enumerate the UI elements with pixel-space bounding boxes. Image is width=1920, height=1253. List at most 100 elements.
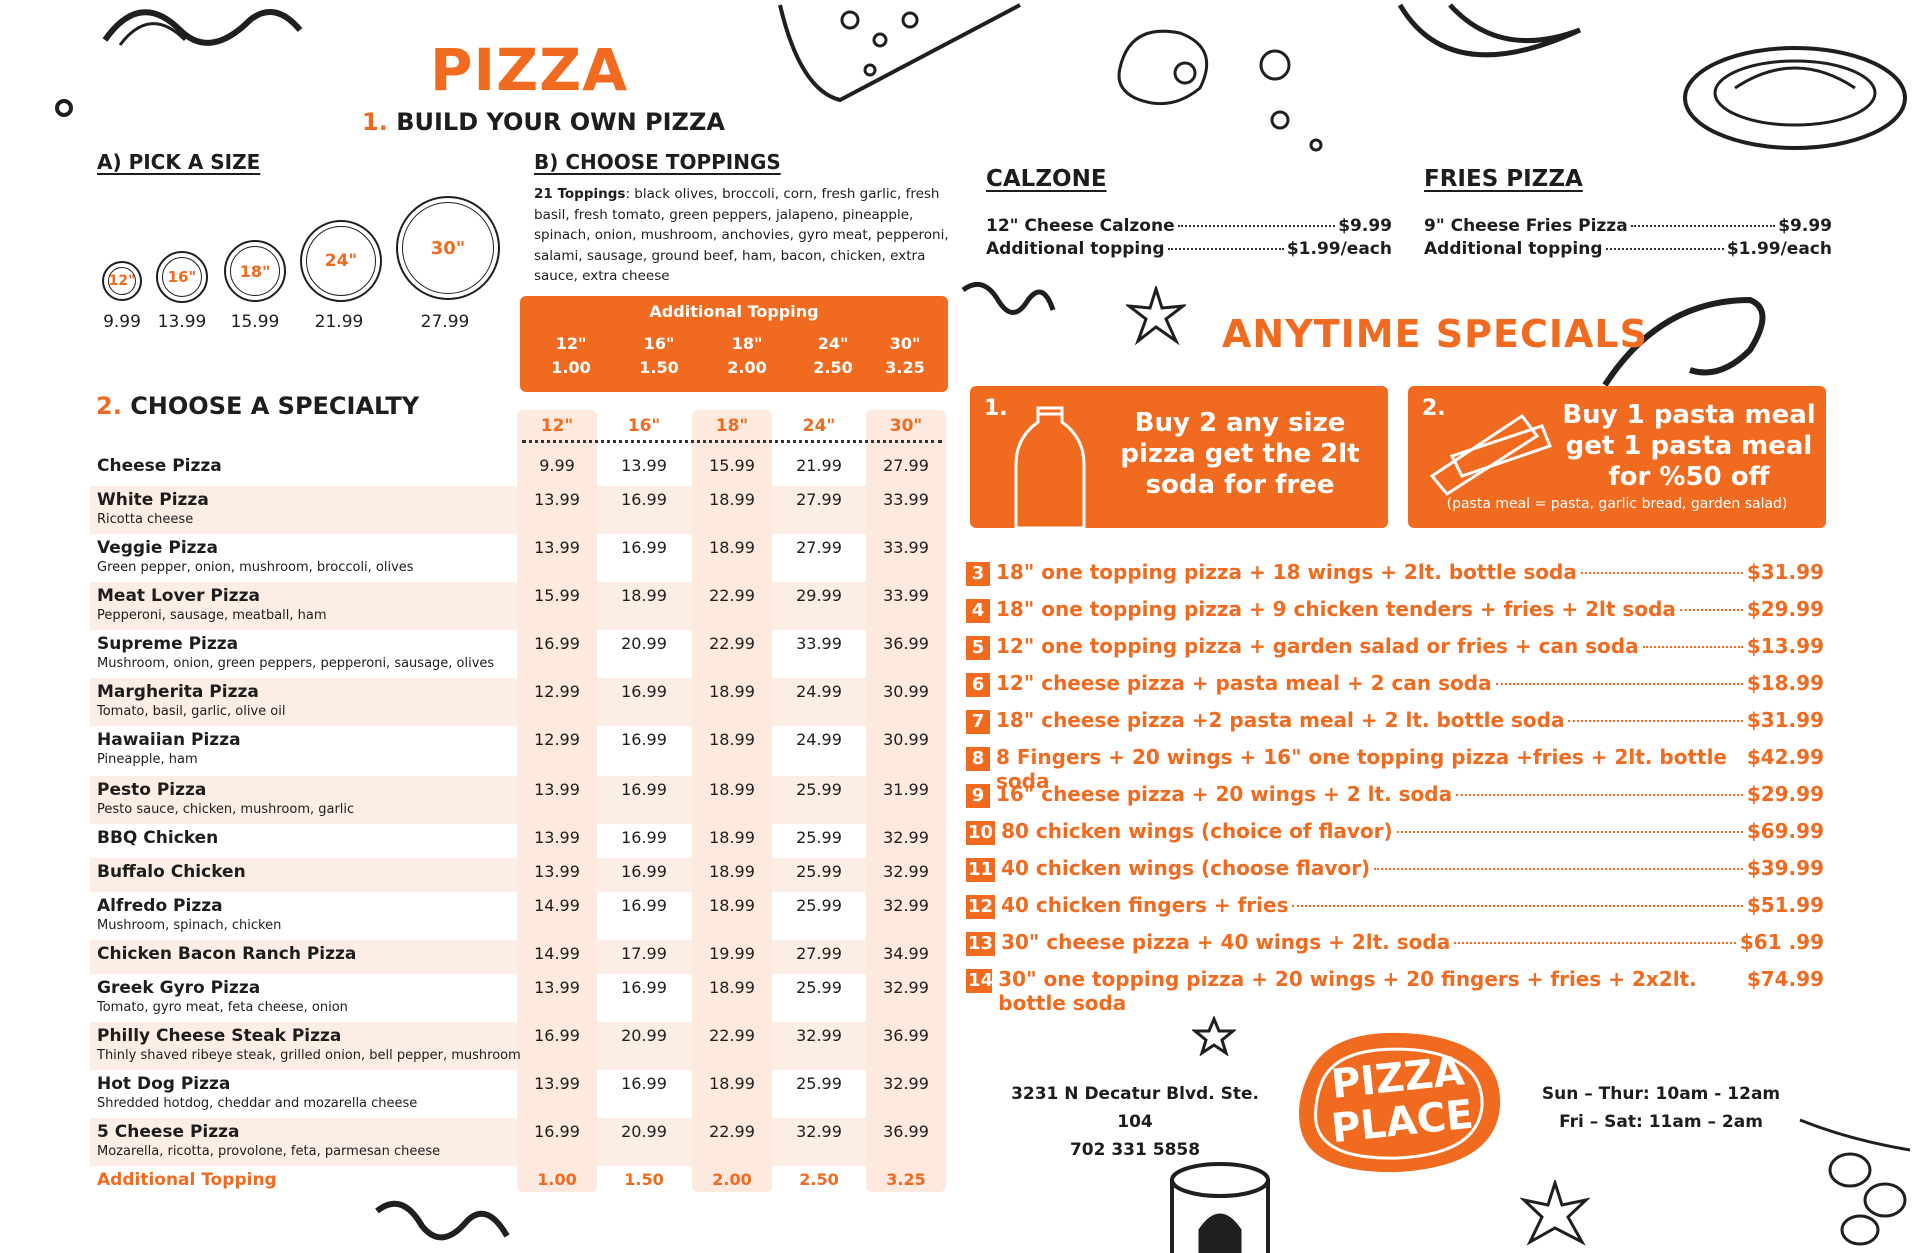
pizza-name: Veggie Pizza bbox=[97, 538, 218, 558]
olive-doodle-icon bbox=[1259, 49, 1323, 152]
price-cell: 16.99 bbox=[621, 682, 667, 701]
price-cell: 32.99 bbox=[883, 828, 929, 847]
price-cell: 27.99 bbox=[883, 456, 929, 475]
pizza-description: Pineapple, ham bbox=[97, 752, 198, 767]
pasta-penne-icon bbox=[1429, 413, 1552, 496]
price-cell: 16.99 bbox=[534, 1122, 580, 1141]
deal-number: 8 bbox=[966, 747, 990, 771]
price-cell: 27.99 bbox=[796, 538, 842, 557]
price-cell: 20.99 bbox=[621, 634, 667, 653]
moon-doodle-icon bbox=[1397, 3, 1582, 58]
price-cell: 25.99 bbox=[796, 828, 842, 847]
column-header: 24" bbox=[802, 416, 836, 436]
deal-text: 18" one topping pizza + 9 chicken tender… bbox=[996, 597, 1676, 621]
column-header: 30" bbox=[889, 416, 923, 436]
pizza-description: Green pepper, onion, mushroom, broccoli,… bbox=[97, 560, 414, 575]
column-stripe-12 bbox=[517, 410, 597, 1192]
special-deal-line: 7 18" cheese pizza +2 pasta meal + 2 lt. … bbox=[966, 708, 1824, 734]
size-16-circle: 16" bbox=[156, 251, 208, 303]
deal-text: 30" cheese pizza + 40 wings + 2lt. soda bbox=[1001, 930, 1451, 954]
deal-text: 12" cheese pizza + pasta meal + 2 can so… bbox=[996, 671, 1492, 695]
pizza-name: Pesto Pizza bbox=[97, 780, 207, 800]
price-cell: 13.99 bbox=[534, 490, 580, 509]
header-dotted-rule bbox=[522, 440, 942, 443]
price-cell: 14.99 bbox=[534, 944, 580, 963]
price-cell: 16.99 bbox=[621, 862, 667, 881]
pizza-name: Meat Lover Pizza bbox=[97, 586, 260, 606]
price-cell: 9.99 bbox=[539, 456, 575, 475]
price-cell: 18.99 bbox=[621, 586, 667, 605]
price-cell: 16.99 bbox=[621, 896, 667, 915]
deal-text: 80 chicken wings (choice of flavor) bbox=[1001, 819, 1393, 843]
price-cell: 13.99 bbox=[534, 1074, 580, 1093]
deal-number: 7 bbox=[966, 710, 990, 734]
size-12-circle: 12" bbox=[102, 261, 142, 301]
special-deal-line: 13 30" cheese pizza + 40 wings + 2lt. sod… bbox=[966, 930, 1824, 956]
toppings-list: 21 Toppings: black olives, broccoli, cor… bbox=[534, 184, 954, 287]
price-cell: 32.99 bbox=[883, 978, 929, 997]
special-deal-line: 9 16" cheese pizza + 20 wings + 2 lt. sod… bbox=[966, 782, 1824, 808]
olive-branch-doodle-icon bbox=[1799, 1118, 1911, 1246]
special-deal-line: 11 40 chicken wings (choose flavor) $39.99 bbox=[966, 856, 1824, 882]
size-24-circle: 24" bbox=[300, 220, 382, 302]
special-1-text: Buy 2 any size pizza get the 2lt soda for … bbox=[1120, 408, 1360, 500]
deal-number: 3 bbox=[966, 562, 990, 586]
price-cell: 18.99 bbox=[709, 780, 755, 799]
pizza-description: Thinly shaved ribeye steak, grilled onio… bbox=[97, 1048, 521, 1063]
pizza-name: Cheese Pizza bbox=[97, 456, 222, 476]
deal-number: 4 bbox=[966, 599, 990, 623]
price-cell: 32.99 bbox=[883, 896, 929, 915]
deal-number: 12 bbox=[966, 895, 996, 919]
pizza-description: Tomato, gyro meat, feta cheese, onion bbox=[97, 1000, 348, 1015]
price-cell: 18.99 bbox=[709, 682, 755, 701]
size-12-price: 9.99 bbox=[103, 312, 141, 332]
hours-block: Sun – Thur: 10am - 12am Fri – Sat: 11am –… bbox=[1541, 1084, 1781, 1132]
price-cell: 36.99 bbox=[883, 1026, 929, 1045]
deal-price: $13.99 bbox=[1746, 634, 1824, 658]
special-2-text: Buy 1 pasta meal get 1 pasta meal for %50 … bbox=[1562, 400, 1816, 492]
pizza-description: Ricotta cheese bbox=[97, 512, 194, 527]
build-heading-number: 1. bbox=[362, 108, 388, 136]
price-cell: 15.99 bbox=[709, 456, 755, 475]
column-header: 12" bbox=[540, 416, 574, 436]
price-cell: 13.99 bbox=[534, 780, 580, 799]
price-cell: 22.99 bbox=[709, 634, 755, 653]
deal-price: $69.99 bbox=[1746, 819, 1824, 843]
deal-text: 18" one topping pizza + 18 wings + 2lt. … bbox=[996, 560, 1577, 584]
bacon-doodle-icon bbox=[961, 281, 1056, 315]
additional-topping-row-label: Additional Topping bbox=[97, 1170, 277, 1190]
price-cell: 16.99 bbox=[534, 634, 580, 653]
special-deal-line: 6 12" cheese pizza + pasta meal + 2 can s… bbox=[966, 671, 1824, 697]
price-cell: 32.99 bbox=[796, 1122, 842, 1141]
deal-number: 14 bbox=[966, 969, 994, 993]
anytime-specials-heading: ANYTIME SPECIALS bbox=[1222, 312, 1648, 356]
pizza-name: Chicken Bacon Ranch Pizza bbox=[97, 944, 357, 964]
special-deal-line: 4 18" one topping pizza + 9 chicken tende… bbox=[966, 597, 1824, 623]
price-cell: 16.99 bbox=[534, 1026, 580, 1045]
deal-text: 12" one topping pizza + garden salad or … bbox=[996, 634, 1639, 658]
additional-topping-price: 2.00 bbox=[712, 1170, 752, 1189]
page-title: PIZZA bbox=[430, 36, 629, 104]
addtop-30: 30" 3.25 bbox=[885, 334, 925, 377]
price-cell: 20.99 bbox=[621, 1122, 667, 1141]
pizza-description: Pepperoni, sausage, meatball, ham bbox=[97, 608, 327, 623]
price-cell: 32.99 bbox=[883, 862, 929, 881]
price-cell: 12.99 bbox=[534, 682, 580, 701]
price-cell: 16.99 bbox=[621, 978, 667, 997]
price-cell: 22.99 bbox=[709, 586, 755, 605]
deal-number: 6 bbox=[966, 673, 990, 697]
price-cell: 30.99 bbox=[883, 730, 929, 749]
column-stripe-30 bbox=[866, 410, 946, 1192]
deal-price: $39.99 bbox=[1746, 856, 1824, 880]
pizza-description: Mozarella, ricotta, provolone, feta, par… bbox=[97, 1144, 441, 1159]
price-cell: 16.99 bbox=[621, 1074, 667, 1093]
size-18-price: 15.99 bbox=[230, 312, 280, 332]
deal-text: 40 chicken wings (choose flavor) bbox=[1001, 856, 1371, 880]
deal-number: 13 bbox=[966, 932, 996, 956]
pizza-slice-doodle-icon bbox=[778, 3, 1021, 103]
pizza-description: Mushroom, onion, green peppers, pepperon… bbox=[97, 656, 495, 671]
price-cell: 25.99 bbox=[796, 1074, 842, 1093]
price-cell: 20.99 bbox=[621, 1026, 667, 1045]
bacon-bottom-doodle-icon bbox=[375, 1200, 510, 1241]
